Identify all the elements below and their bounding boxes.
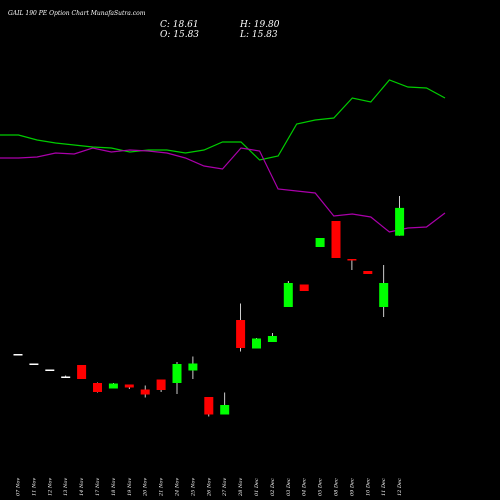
x-tick-label: 11 Dec: [381, 478, 387, 496]
candle-body: [395, 207, 405, 236]
x-tick-label: 03 Dec: [286, 478, 292, 496]
candle: [156, 379, 166, 392]
open-value: O: 15.83: [160, 30, 199, 40]
x-tick-label: 28 Nov: [238, 478, 244, 497]
candle: [347, 259, 357, 270]
candle-body: [156, 379, 166, 390]
candle: [188, 356, 198, 379]
candle: [61, 375, 71, 378]
chart-title: GAIL 190 PE Option Chart MunafaSutra.com: [8, 10, 146, 17]
candles: [13, 196, 405, 417]
candle-body: [220, 405, 230, 415]
candle-body: [347, 259, 357, 261]
candle-body: [315, 238, 325, 247]
x-tick-label: 20 Nov: [143, 478, 149, 497]
x-tick-label: 02 Dec: [270, 478, 276, 496]
x-tick-label: 27 Nov: [222, 478, 228, 497]
candle: [379, 265, 389, 317]
candle: [236, 303, 246, 352]
candle: [77, 365, 87, 379]
x-tick-label: 11 Nov: [31, 478, 37, 496]
x-tick-label: 12 Nov: [47, 478, 53, 496]
candle-body: [379, 283, 389, 307]
x-tick-label: 17 Nov: [95, 478, 101, 496]
candle: [93, 382, 102, 393]
candle-body: [236, 320, 246, 348]
candle-body: [93, 383, 102, 392]
low-value: L: 15.83: [239, 30, 278, 40]
x-tick-label: 01 Dec: [254, 478, 260, 496]
candle: [45, 369, 55, 371]
close-value: C: 18.61: [160, 20, 199, 30]
candle: [331, 221, 341, 258]
candle-body: [13, 354, 23, 356]
candle: [363, 271, 373, 274]
x-tick-label: 08 Dec: [334, 478, 340, 496]
candle-body: [331, 221, 341, 258]
x-tick-label: 13 Nov: [63, 478, 69, 496]
indicator-lines: [0, 79, 446, 233]
candle-body: [45, 369, 55, 371]
candle-body: [77, 365, 87, 379]
x-axis-ticks: 07 Nov 11 Nov 12 Nov 13 Nov 14 Nov 17 Nov 18 N…: [16, 478, 404, 497]
indicator-line-1: [0, 79, 446, 161]
candle-body: [124, 384, 134, 388]
candle-body: [204, 397, 214, 415]
candle: [283, 281, 293, 307]
x-tick-label: 07 Nov: [16, 478, 22, 496]
x-tick-label: 14 Nov: [79, 478, 85, 496]
x-tick-label: 04 Dec: [302, 478, 308, 496]
x-tick-label: 05 Dec: [318, 478, 324, 496]
candle-body: [61, 376, 71, 378]
candle: [395, 196, 405, 236]
x-tick-label: 21 Nov: [159, 478, 165, 497]
x-tick-label: 12 Dec: [397, 478, 403, 496]
candle-body: [29, 363, 39, 365]
candle: [124, 384, 134, 389]
x-tick-label: 26 Nov: [206, 478, 212, 497]
candle: [299, 284, 309, 291]
candle-body: [267, 336, 277, 342]
candle-body: [252, 338, 261, 349]
indicator-line-2: [0, 147, 446, 233]
x-tick-label: 24 Nov: [175, 478, 181, 497]
candle-body: [140, 389, 150, 395]
x-tick-label: 25 Nov: [190, 478, 196, 497]
candle: [108, 383, 118, 389]
x-tick-label: 09 Dec: [349, 478, 355, 496]
candle: [13, 354, 23, 356]
candle: [252, 338, 261, 349]
candle: [29, 363, 39, 365]
candle-body: [299, 284, 309, 291]
high-value: H: 19.80: [239, 20, 280, 30]
candle-body: [108, 383, 118, 389]
x-tick-label: 10 Dec: [365, 478, 371, 496]
candle: [204, 397, 214, 417]
candle: [315, 238, 325, 247]
candle-body: [172, 364, 182, 383]
candle-body: [363, 271, 373, 274]
candle-body: [188, 363, 198, 371]
x-tick-label: 18 Nov: [111, 478, 117, 496]
x-tick-label: 19 Nov: [127, 478, 133, 496]
candle: [172, 362, 182, 394]
candle: [140, 385, 150, 398]
candle: [267, 333, 277, 342]
candle-body: [283, 283, 293, 307]
candle: [220, 392, 230, 415]
